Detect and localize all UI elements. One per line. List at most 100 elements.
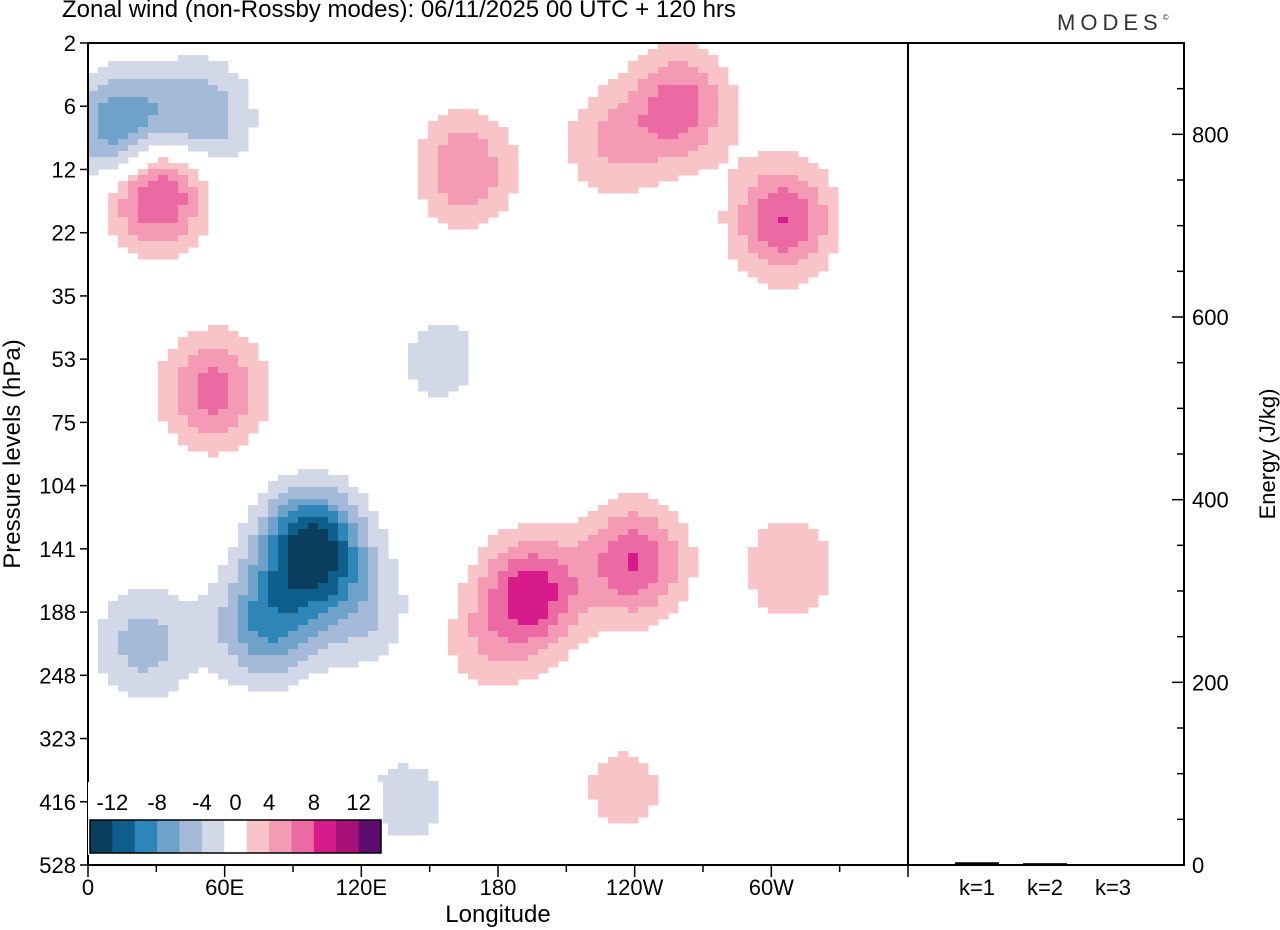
- wind-cell: [158, 415, 169, 422]
- wind-cell: [418, 385, 429, 392]
- wind-cell: [578, 589, 589, 596]
- wind-cell: [208, 631, 219, 638]
- wind-cell: [338, 505, 349, 512]
- wind-cell: [108, 211, 119, 218]
- wind-cell: [118, 145, 129, 152]
- wind-cell: [708, 127, 719, 134]
- wind-cell: [528, 625, 539, 632]
- wind-cell: [158, 163, 169, 170]
- wind-cell: [648, 589, 659, 596]
- wind-cell: [818, 187, 829, 194]
- wind-cell: [88, 115, 99, 122]
- wind-cell: [788, 169, 799, 176]
- wind-cell: [658, 589, 669, 596]
- wind-cell: [608, 169, 619, 176]
- wind-cell: [198, 217, 209, 224]
- wind-cell: [638, 565, 649, 572]
- wind-cell: [768, 523, 779, 530]
- wind-cell: [778, 151, 789, 158]
- wind-cell: [278, 637, 289, 644]
- wind-cell: [658, 115, 669, 122]
- wind-cell: [198, 103, 209, 110]
- wind-cell: [538, 607, 549, 614]
- wind-cell: [198, 355, 209, 362]
- wind-cell: [98, 667, 109, 674]
- wind-cell: [228, 403, 239, 410]
- wind-cell: [708, 103, 719, 110]
- wind-cell: [788, 277, 799, 284]
- wind-cell: [788, 175, 799, 182]
- wind-cell: [418, 193, 429, 200]
- wind-cell: [478, 553, 489, 560]
- wind-cell: [138, 103, 149, 110]
- wind-cell: [408, 781, 419, 788]
- wind-cell: [88, 103, 99, 110]
- wind-cell: [658, 121, 669, 128]
- wind-cell: [558, 625, 569, 632]
- wind-cell: [318, 661, 329, 668]
- wind-cell: [808, 541, 819, 548]
- wind-cell: [198, 643, 209, 650]
- wind-cell: [428, 157, 439, 164]
- wind-cell: [148, 133, 159, 140]
- wind-cell: [108, 103, 119, 110]
- wind-cell: [628, 169, 639, 176]
- wind-cell: [568, 157, 579, 164]
- wind-cell: [148, 655, 159, 662]
- wind-cell: [678, 55, 689, 62]
- x-axis-label: Longitude: [445, 901, 550, 928]
- wind-cell: [788, 583, 799, 590]
- wind-cell: [98, 79, 109, 86]
- wind-cell: [798, 229, 809, 236]
- wind-cell: [168, 661, 179, 668]
- wind-cell: [168, 223, 179, 230]
- wind-cell: [188, 223, 199, 230]
- wind-cell: [268, 625, 279, 632]
- wind-cell: [368, 619, 379, 626]
- wind-cell: [198, 433, 209, 440]
- wind-cell: [438, 169, 449, 176]
- wind-cell: [318, 493, 329, 500]
- wind-cell: [288, 541, 299, 548]
- wind-cell: [158, 361, 169, 368]
- wind-cell: [618, 133, 629, 140]
- wind-cell: [138, 121, 149, 128]
- wind-cell: [178, 73, 189, 80]
- wind-cell: [678, 553, 689, 560]
- wind-cell: [368, 577, 379, 584]
- wind-cell: [368, 649, 379, 656]
- wind-cell: [238, 145, 249, 152]
- wind-cell: [98, 73, 109, 80]
- wind-cell: [98, 619, 109, 626]
- wind-cell: [488, 667, 499, 674]
- wind-cell: [198, 343, 209, 350]
- wind-cell: [88, 127, 99, 134]
- wind-cell: [168, 139, 179, 146]
- wind-cell: [158, 229, 169, 236]
- wind-cell: [788, 211, 799, 218]
- wind-cell: [368, 643, 379, 650]
- wind-cell: [778, 169, 789, 176]
- wind-cell: [358, 547, 369, 554]
- wind-cell: [588, 115, 599, 122]
- wind-cell: [438, 115, 449, 122]
- wind-cell: [178, 391, 189, 398]
- wind-cell: [478, 607, 489, 614]
- wind-cell: [548, 553, 559, 560]
- wind-cell: [158, 601, 169, 608]
- wind-cell: [218, 115, 229, 122]
- wind-cell: [528, 529, 539, 536]
- wind-cell: [618, 169, 629, 176]
- wind-cell: [398, 601, 409, 608]
- wind-cell: [438, 361, 449, 368]
- wind-cell: [668, 553, 679, 560]
- wind-cell: [658, 601, 669, 608]
- y-tick-label: 53: [52, 347, 76, 372]
- wind-cell: [228, 619, 239, 626]
- wind-cell: [648, 85, 659, 92]
- wind-cell: [178, 337, 189, 344]
- wind-cell: [658, 559, 669, 566]
- wind-cell: [178, 127, 189, 134]
- wind-cell: [328, 607, 339, 614]
- wind-cell: [188, 169, 199, 176]
